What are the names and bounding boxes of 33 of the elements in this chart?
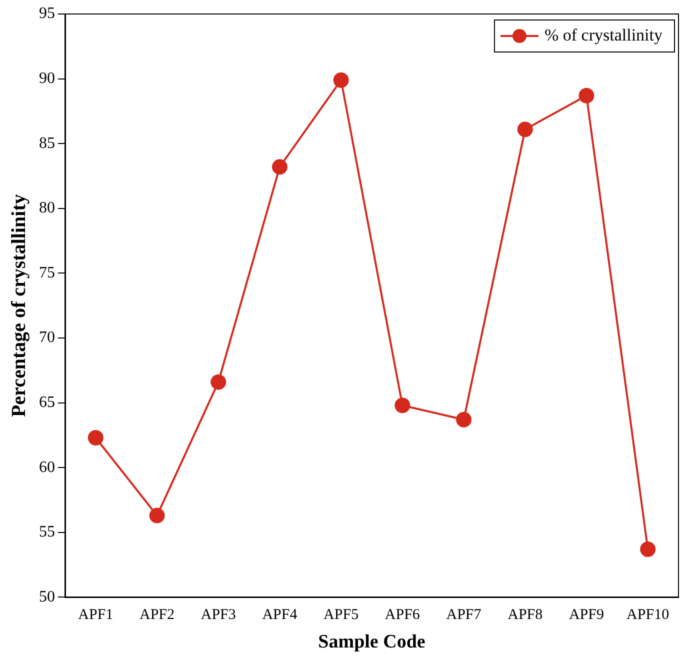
y-tick-label: 80 <box>39 200 55 217</box>
point <box>640 542 656 557</box>
x-tick-label: APF6 <box>384 607 420 624</box>
x-tick-label: APF3 <box>200 607 236 624</box>
y-tick-label: 60 <box>39 458 55 476</box>
point <box>149 508 165 524</box>
point <box>210 374 226 390</box>
point <box>517 122 533 138</box>
x-tick-label: APF9 <box>568 607 604 624</box>
y-tick-label: 95 <box>39 5 55 22</box>
y-tick-label: 50 <box>39 588 55 606</box>
point <box>456 412 472 428</box>
y-tick-label: 90 <box>39 70 55 88</box>
x-tick-label: APF4 <box>262 607 298 624</box>
x-tick-label: APF7 <box>446 607 482 624</box>
y-axis-title: Percentage of crystallinity <box>8 194 30 418</box>
point <box>394 398 410 414</box>
x-tick-label: APF1 <box>78 607 114 624</box>
x-tick-label: APF8 <box>508 607 543 624</box>
x-tick-label: APF2 <box>140 607 175 624</box>
y-tick-label: 75 <box>39 264 55 282</box>
y-tick-label: 55 <box>39 524 55 541</box>
y-tick-label: 70 <box>39 329 55 346</box>
y-tick-label: 85 <box>39 134 55 152</box>
y-tick-label: 65 <box>39 394 55 412</box>
point <box>578 88 594 104</box>
x-axis-title: Sample Code <box>318 632 426 653</box>
point <box>88 430 104 446</box>
point <box>333 72 349 88</box>
x-tick-label: APF5 <box>324 607 359 624</box>
legend-label: % of crystallinity <box>544 25 663 44</box>
x-tick-label: APF10 <box>626 607 670 624</box>
point <box>272 159 288 175</box>
